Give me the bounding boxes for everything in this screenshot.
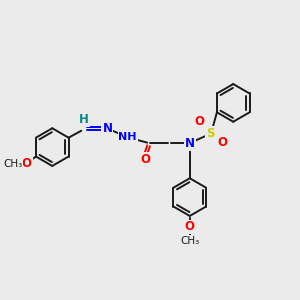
Text: NH: NH — [118, 132, 137, 142]
Text: CH₃: CH₃ — [180, 236, 200, 246]
Text: O: O — [217, 136, 227, 148]
Text: H: H — [79, 112, 89, 126]
Text: O: O — [185, 220, 195, 233]
Text: N: N — [185, 137, 195, 150]
Text: N: N — [102, 122, 112, 135]
Text: O: O — [22, 157, 32, 170]
Text: O: O — [195, 115, 205, 128]
Text: CH₃: CH₃ — [3, 159, 22, 169]
Text: O: O — [140, 153, 150, 166]
Text: S: S — [206, 127, 215, 140]
